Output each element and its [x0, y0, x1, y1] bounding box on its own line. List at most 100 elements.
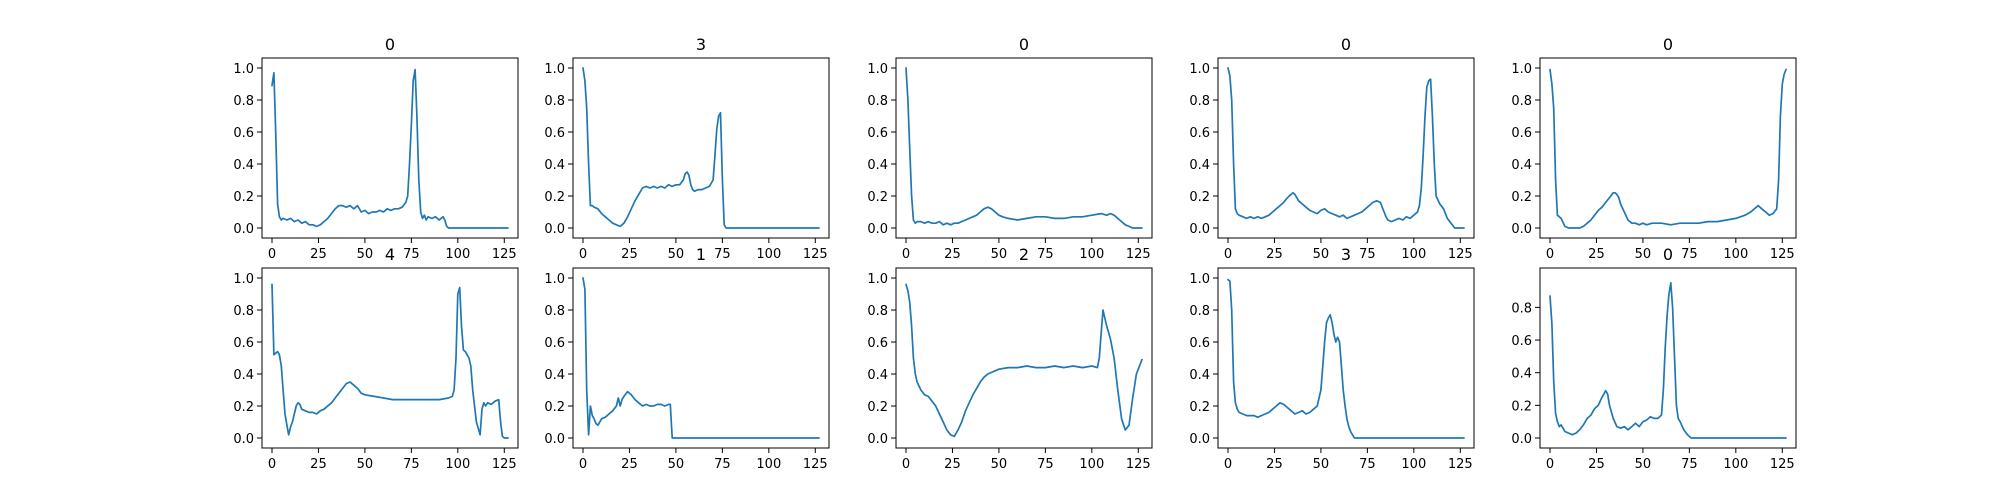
y-tick-label: 0.8 — [544, 304, 565, 319]
y-tick-label: 0.0 — [1511, 432, 1532, 447]
x-tick-label: 0 — [1546, 457, 1554, 472]
subplot-title: 1 — [696, 245, 706, 264]
y-tick-label: 0.8 — [544, 94, 565, 109]
y-tick-label: 0.2 — [544, 400, 565, 415]
y-tick-label: 0.0 — [867, 432, 888, 447]
y-tick-label: 0.8 — [233, 304, 254, 319]
x-tick-label: 25 — [621, 247, 638, 262]
subplot-7: 1 0 25 50 75 100 125 0.0 0.2 0.4 0.6 0.8 1.0 — [544, 245, 830, 472]
axes-frame — [1217, 267, 1475, 449]
y-tick-label: 0.8 — [1189, 304, 1210, 319]
subplot-title: 0 — [1341, 35, 1351, 54]
y-tick-label: 0.0 — [233, 432, 254, 447]
y-tick-label: 0.6 — [544, 336, 565, 351]
y-tick-label: 0.6 — [867, 126, 888, 141]
y-tick-label: 0.0 — [1189, 222, 1210, 237]
x-tick-label: 50 — [1635, 247, 1652, 262]
y-tick-label: 0.6 — [1189, 336, 1210, 351]
y-tick-label: 0.0 — [544, 222, 565, 237]
series-line — [582, 277, 820, 439]
y-tick-label: 0.4 — [867, 158, 888, 173]
y-tick-label: 1.0 — [1189, 272, 1210, 287]
x-tick-label: 100 — [1723, 457, 1748, 472]
x-tick-label: 50 — [1313, 247, 1330, 262]
x-tick-label: 75 — [1681, 247, 1698, 262]
subplot-10: 0 0 25 50 75 100 125 0.0 0.2 0.4 0.6 0.8 — [1511, 245, 1797, 472]
axes-frame — [572, 57, 830, 239]
axes-frame — [895, 267, 1153, 449]
x-tick-label: 0 — [902, 247, 910, 262]
y-tick-label: 0.6 — [233, 126, 254, 141]
y-tick-label: 0.8 — [867, 304, 888, 319]
x-tick-label: 25 — [1588, 247, 1605, 262]
x-tick-label: 0 — [579, 457, 587, 472]
series-line — [905, 67, 1143, 229]
y-tick-label: 0.6 — [867, 336, 888, 351]
x-tick-label: 50 — [991, 457, 1008, 472]
subplot-title: 4 — [385, 245, 395, 264]
x-tick-label: 125 — [803, 457, 828, 472]
y-tick-label: 0.4 — [1189, 158, 1210, 173]
series-line — [905, 283, 1143, 438]
x-tick-label: 50 — [1635, 457, 1652, 472]
y-tick-label: 0.2 — [867, 190, 888, 205]
y-tick-label: 0.2 — [544, 190, 565, 205]
subplot-title: 0 — [1663, 35, 1673, 54]
y-tick-label: 0.2 — [1189, 400, 1210, 415]
axes-frame — [261, 267, 519, 449]
y-tick-label: 0.2 — [233, 400, 254, 415]
series-line — [271, 68, 509, 229]
y-tick-label: 0.6 — [1511, 126, 1532, 141]
y-tick-label: 1.0 — [867, 272, 888, 287]
x-tick-label: 50 — [357, 247, 374, 262]
y-tick-label: 1.0 — [867, 62, 888, 77]
x-tick-label: 25 — [310, 457, 327, 472]
series-line — [271, 283, 509, 439]
x-tick-label: 25 — [310, 247, 327, 262]
x-tick-label: 25 — [621, 457, 638, 472]
subplot-title: 2 — [1019, 245, 1029, 264]
y-tick-label: 0.0 — [867, 222, 888, 237]
x-tick-label: 25 — [1266, 247, 1283, 262]
y-tick-label: 1.0 — [544, 272, 565, 287]
y-tick-label: 0.4 — [1511, 158, 1532, 173]
y-tick-label: 0.2 — [1511, 190, 1532, 205]
y-tick-label: 0.4 — [233, 158, 254, 173]
y-tick-label: 0.2 — [233, 190, 254, 205]
x-tick-label: 0 — [579, 247, 587, 262]
x-tick-label: 75 — [1037, 457, 1054, 472]
y-tick-label: 0.6 — [544, 126, 565, 141]
y-tick-label: 0.6 — [233, 336, 254, 351]
series-line — [1549, 282, 1787, 439]
y-tick-label: 0.4 — [1189, 368, 1210, 383]
subplot-2: 3 0 25 50 75 100 125 0.0 0.2 0.4 0.6 0.8 1.0 — [544, 35, 830, 262]
x-tick-label: 0 — [268, 457, 276, 472]
series-line — [1227, 278, 1465, 439]
y-tick-label: 1.0 — [233, 62, 254, 77]
y-tick-label: 0.4 — [544, 368, 565, 383]
x-tick-label: 75 — [1359, 247, 1376, 262]
x-tick-label: 100 — [445, 457, 470, 472]
x-tick-label: 0 — [902, 457, 910, 472]
axes-frame — [1539, 57, 1797, 239]
y-tick-label: 0.4 — [233, 368, 254, 383]
x-tick-label: 0 — [1224, 247, 1232, 262]
y-tick-label: 0.4 — [867, 368, 888, 383]
subplot-title: 3 — [1341, 245, 1351, 264]
x-tick-label: 125 — [492, 247, 517, 262]
x-tick-label: 100 — [1401, 457, 1426, 472]
subplot-5: 0 0 25 50 75 100 125 0.0 0.2 0.4 0.6 0.8 1.0 — [1511, 35, 1797, 262]
series-line — [1227, 67, 1465, 229]
x-tick-label: 100 — [1079, 457, 1104, 472]
subplot-title: 0 — [1019, 35, 1029, 54]
subplot-title: 0 — [1663, 245, 1673, 264]
x-tick-label: 125 — [1126, 247, 1151, 262]
y-tick-label: 1.0 — [1511, 62, 1532, 77]
axes-frame — [572, 267, 830, 449]
axes-frame — [1539, 267, 1797, 449]
subplot-title: 0 — [385, 35, 395, 54]
x-tick-label: 75 — [714, 457, 731, 472]
subplot-6: 4 0 25 50 75 100 125 0.0 0.2 0.4 0.6 0.8 1.0 — [233, 245, 519, 472]
x-tick-label: 125 — [1448, 247, 1473, 262]
y-tick-label: 0.2 — [1189, 190, 1210, 205]
